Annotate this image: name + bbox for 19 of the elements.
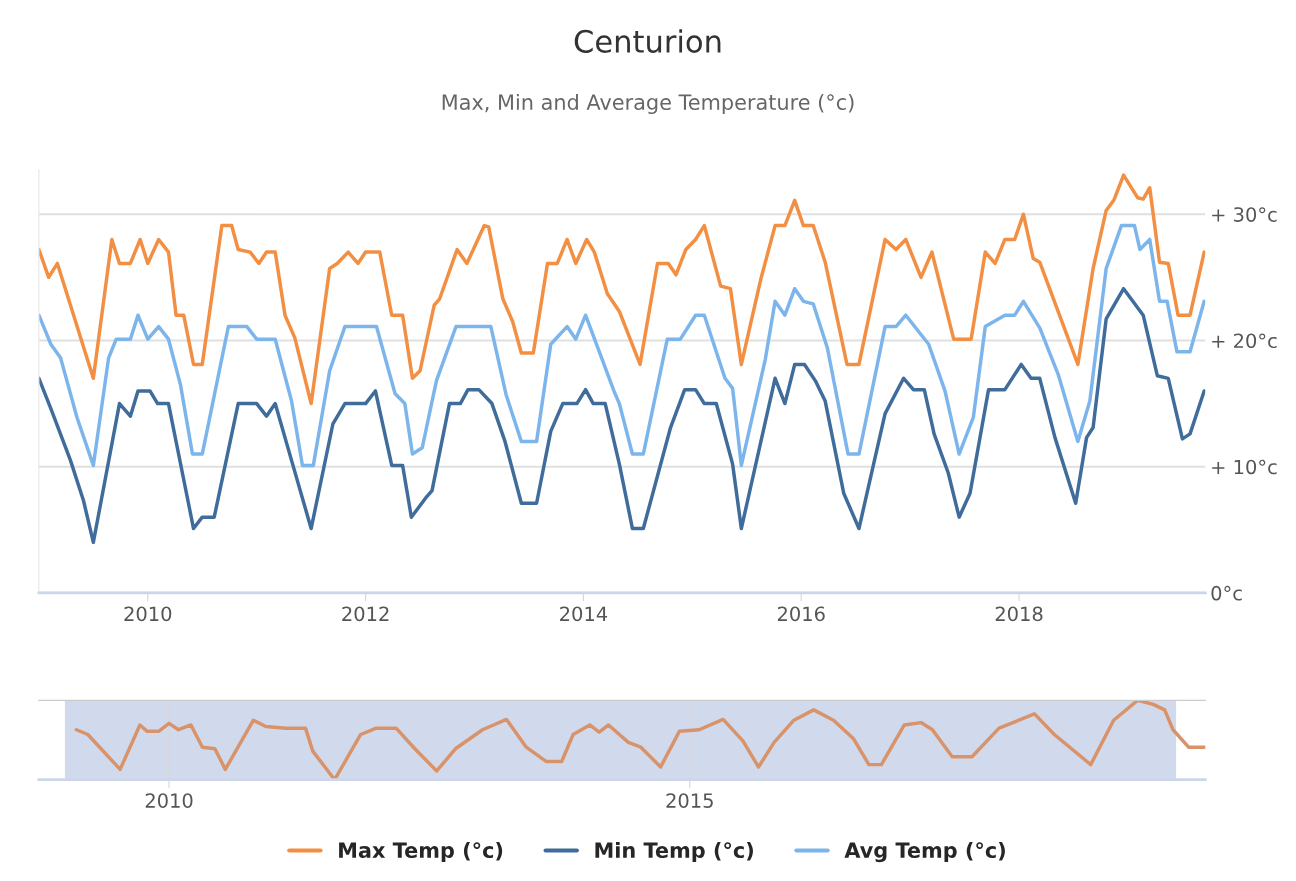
x-tick-label: 2012 [342,606,389,622]
x-tick-label: 2018 [995,606,1043,622]
x-tick-label: 2010 [145,793,193,808]
chart-subtitle: Max, Min and Average Temperature (°c) [442,93,854,115]
x-tick-label: 2010 [124,606,172,622]
legend-label: Min Temp (°c) [595,841,753,863]
line-series [38,223,1206,468]
line-series [38,286,1206,545]
y-tick-label: + 10°c [1212,459,1277,475]
chart-title: Centurion [574,29,721,53]
legend-label: Avg Temp (°c) [844,841,1005,863]
legend-label: Max Temp (°c) [339,841,503,863]
x-tick-label: 2014 [560,606,608,622]
y-tick-label: + 30°c [1212,207,1277,222]
y-tick-label: + 20°c [1212,333,1277,349]
x-tick-label: 2015 [666,793,713,808]
y-tick-label: 0°c [1211,585,1242,601]
x-tick-label: 2016 [777,606,825,622]
line-series [38,173,1206,406]
